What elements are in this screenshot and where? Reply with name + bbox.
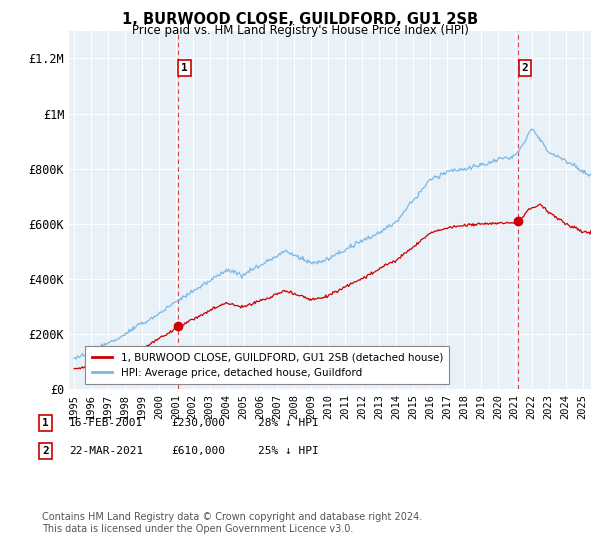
Text: 2: 2 — [42, 446, 49, 456]
Text: 1, BURWOOD CLOSE, GUILDFORD, GU1 2SB: 1, BURWOOD CLOSE, GUILDFORD, GU1 2SB — [122, 12, 478, 27]
Text: 25% ↓ HPI: 25% ↓ HPI — [258, 446, 319, 456]
Text: £610,000: £610,000 — [171, 446, 225, 456]
Text: Contains HM Land Registry data © Crown copyright and database right 2024.
This d: Contains HM Land Registry data © Crown c… — [42, 512, 422, 534]
Text: 16-FEB-2001: 16-FEB-2001 — [69, 418, 143, 428]
Text: 28% ↓ HPI: 28% ↓ HPI — [258, 418, 319, 428]
Text: 22-MAR-2021: 22-MAR-2021 — [69, 446, 143, 456]
Text: 1: 1 — [181, 63, 188, 73]
Text: Price paid vs. HM Land Registry's House Price Index (HPI): Price paid vs. HM Land Registry's House … — [131, 24, 469, 37]
Legend: 1, BURWOOD CLOSE, GUILDFORD, GU1 2SB (detached house), HPI: Average price, detac: 1, BURWOOD CLOSE, GUILDFORD, GU1 2SB (de… — [85, 346, 449, 384]
Text: 1: 1 — [42, 418, 49, 428]
Text: £230,000: £230,000 — [171, 418, 225, 428]
Text: 2: 2 — [522, 63, 529, 73]
